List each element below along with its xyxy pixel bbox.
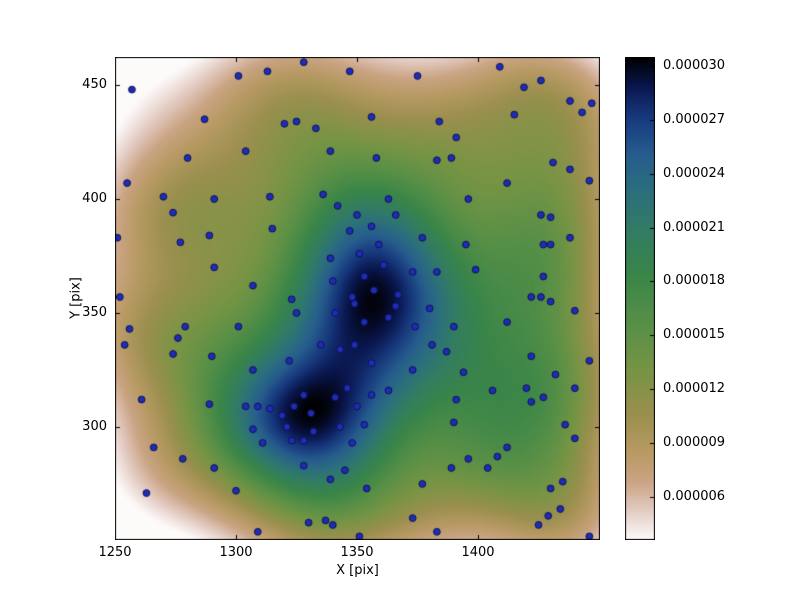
colorbar-tick-label: 0.000012: [663, 381, 726, 397]
y-tick-label: 300: [82, 418, 107, 434]
kde-heatmap-scatter-canvas: [115, 57, 600, 540]
colorbar-tick-label: 0.000027: [663, 111, 726, 127]
colorbar-tick-label: 0.000015: [663, 327, 726, 343]
y-tick-label: 450: [82, 77, 107, 93]
colorbar-tick-label: 0.000018: [663, 273, 726, 289]
x-tick-label: 1400: [461, 545, 495, 560]
y-tick-label: 400: [82, 191, 107, 206]
x-axis-label: X [pix]: [336, 563, 379, 578]
colorbar-tick-label: 0.000030: [663, 57, 726, 73]
y-axis-label: Y [pix]: [68, 277, 84, 319]
x-tick-label: 1300: [219, 545, 253, 560]
colorbar-tick-label: 0.000006: [663, 488, 726, 504]
colorbar-canvas: [625, 57, 655, 540]
colorbar-tick-label: 0.000024: [663, 165, 726, 181]
colorbar-tick-label: 0.000021: [663, 219, 726, 235]
colorbar-tick-label: 0.000009: [663, 435, 726, 451]
x-tick-label: 1350: [340, 545, 374, 560]
x-tick-label: 1250: [98, 545, 132, 560]
y-tick-label: 350: [82, 304, 107, 320]
